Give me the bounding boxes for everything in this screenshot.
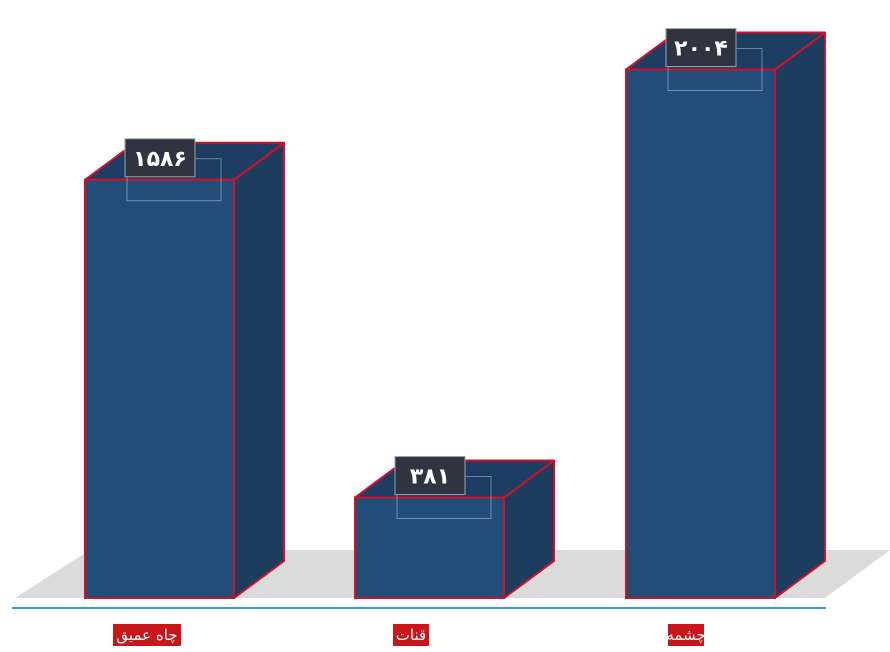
bar-front-face (84, 178, 235, 600)
category-label-text: قنات (396, 626, 426, 644)
chart-labels-layer: ۱۵۸۶ چاه عمیق ۳۸۱ قنات ۲۰۰۴ چشمه (113, 28, 763, 646)
data-label-badge (124, 138, 196, 178)
category-label-bg (668, 624, 704, 646)
category-label-3: چشمه (666, 624, 706, 646)
data-label-value: ۲۰۰۴ (674, 37, 728, 62)
category-label-text: چشمه (666, 626, 705, 644)
data-label-badge (394, 456, 466, 496)
data-label-badge (665, 28, 737, 68)
bar-1 (84, 141, 285, 600)
data-label-3: ۲۰۰۴ (665, 28, 763, 91)
bar-side-face (774, 31, 826, 599)
category-label-2: قنات (393, 624, 429, 646)
data-label-2: ۳۸۱ (394, 456, 492, 519)
chart-bars-layer (84, 31, 826, 600)
category-label-1: چاه عمیق (113, 624, 181, 646)
data-label-value: ۱۵۸۶ (133, 147, 187, 172)
category-label-bg (393, 624, 429, 646)
bar-side-face (233, 141, 285, 599)
category-label-text: چاه عمیق (116, 626, 177, 644)
data-label-1: ۱۵۸۶ (124, 138, 222, 202)
bar-front-face (354, 496, 505, 600)
bar-front-face (625, 68, 776, 599)
bar-3 (625, 31, 826, 599)
data-label-value: ۳۸۱ (410, 465, 450, 490)
category-label-bg (113, 624, 181, 646)
